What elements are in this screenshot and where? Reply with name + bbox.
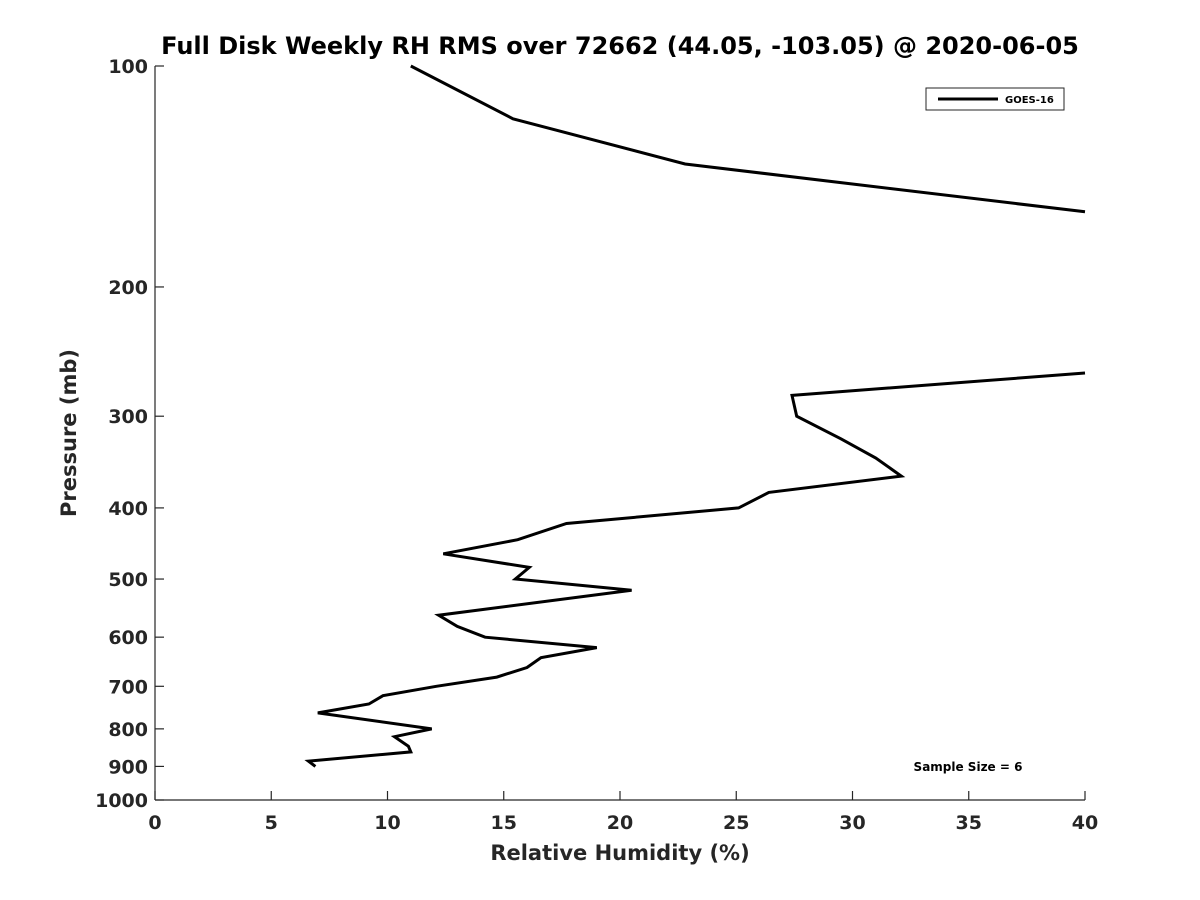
x-tick-label: 25 xyxy=(723,812,749,834)
y-tick-label: 100 xyxy=(108,56,148,78)
y-tick-label: 1000 xyxy=(95,790,148,812)
legend-label-goes-16: GOES-16 xyxy=(1005,95,1054,106)
y-tick-label: 400 xyxy=(108,498,148,520)
chart-title: Full Disk Weekly RH RMS over 72662 (44.0… xyxy=(161,32,1079,60)
x-tick-label: 20 xyxy=(607,812,633,834)
y-tick-label: 300 xyxy=(108,406,148,428)
x-tick-label: 40 xyxy=(1072,812,1098,834)
x-tick-label: 35 xyxy=(956,812,982,834)
y-tick-label: 200 xyxy=(108,277,148,299)
series-line-goes-16 xyxy=(304,371,1086,768)
y-ticks: 100 200 300 400 500 600 700 800 900 1000 xyxy=(95,56,164,812)
x-axis-label: Relative Humidity (%) xyxy=(490,841,749,865)
x-ticks: 0 5 10 15 20 25 30 35 40 xyxy=(148,791,1098,834)
y-axis-label: Pressure (mb) xyxy=(57,349,81,517)
sample-size-annotation: Sample Size = 6 xyxy=(914,760,1023,774)
y-tick-label: 700 xyxy=(108,676,148,698)
y-tick-label: 600 xyxy=(108,627,148,649)
y-tick-label: 500 xyxy=(108,569,148,591)
y-tick-label: 900 xyxy=(108,756,148,778)
x-tick-label: 15 xyxy=(491,812,517,834)
x-tick-label: 30 xyxy=(839,812,865,834)
series-line-goes-16 xyxy=(410,64,1086,214)
legend: GOES-16 xyxy=(925,87,1065,111)
y-tick-label: 800 xyxy=(108,719,148,741)
x-tick-label: 10 xyxy=(374,812,400,834)
x-tick-label: 0 xyxy=(148,812,161,834)
x-tick-label: 5 xyxy=(265,812,278,834)
series-layer xyxy=(304,64,1086,768)
